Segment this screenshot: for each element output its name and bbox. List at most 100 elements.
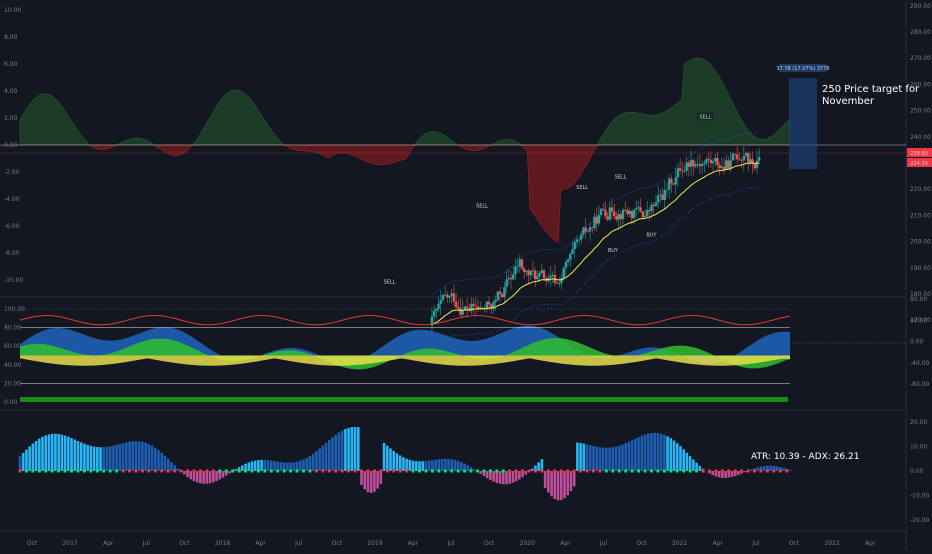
trend-dot xyxy=(250,470,253,473)
adx-bar xyxy=(679,446,682,471)
candle-body xyxy=(703,163,705,164)
adx-bar xyxy=(315,451,318,471)
time-axis-tick: 2021 xyxy=(672,540,687,547)
adx-bar xyxy=(206,471,209,484)
candle-body xyxy=(710,160,712,163)
adx-bar xyxy=(222,471,225,478)
time-axis-tick: Apr xyxy=(865,540,876,547)
adx-bar xyxy=(109,446,112,471)
candle-body xyxy=(593,217,595,228)
trend-dot xyxy=(341,470,344,473)
candle-body xyxy=(444,295,446,296)
candle-body xyxy=(738,159,740,160)
candle-body xyxy=(697,164,699,165)
signal-label: SELL xyxy=(576,185,588,191)
adx-bar xyxy=(615,447,618,471)
adx-bar xyxy=(177,469,180,471)
adx-bar xyxy=(563,471,566,498)
candle-body xyxy=(556,283,558,284)
left-axis-tick: 4.00 xyxy=(4,88,18,95)
adx-bar xyxy=(86,445,89,471)
adx-bar xyxy=(19,456,22,471)
adx-bar xyxy=(479,471,482,474)
adx-bar xyxy=(711,471,714,475)
trend-dot xyxy=(656,470,659,473)
adx-bar xyxy=(83,444,86,471)
adx-bar xyxy=(457,461,460,471)
adx-bar xyxy=(544,471,547,488)
candle-body xyxy=(595,217,597,224)
trend-dot xyxy=(89,470,92,473)
candle-body xyxy=(659,194,661,195)
trend-dot xyxy=(31,470,34,473)
trend-dot xyxy=(289,470,292,473)
adx-bar xyxy=(653,433,656,471)
candle-body xyxy=(569,254,571,260)
candle-body xyxy=(653,205,655,206)
adx-bar xyxy=(93,447,96,471)
trend-dot xyxy=(283,470,286,473)
adx-bar xyxy=(41,437,44,471)
adx-bar xyxy=(631,440,634,471)
trend-dot xyxy=(740,470,743,473)
left-axis-tick: -8.00 xyxy=(4,250,20,257)
price-target-annotation-line2: November xyxy=(822,96,875,107)
adx-bar xyxy=(737,471,740,475)
candle-body xyxy=(661,194,663,200)
candle-body xyxy=(725,160,727,169)
adx-bar xyxy=(508,471,511,484)
adx-bar xyxy=(183,471,186,474)
adx-bar xyxy=(450,459,453,471)
time-axis-tick: Apr xyxy=(408,540,419,547)
trend-dot xyxy=(611,470,614,473)
adx-bar xyxy=(618,446,621,471)
adx-bar xyxy=(447,459,450,471)
adx-bar xyxy=(73,439,76,471)
adx-bar xyxy=(415,461,418,471)
adx-bar xyxy=(264,460,267,471)
candle-body xyxy=(633,210,635,218)
adx-bar xyxy=(338,433,341,471)
candle-body xyxy=(705,159,707,163)
left-axis-tick: 0.00 xyxy=(4,142,18,149)
trend-dot xyxy=(682,470,685,473)
candle-body xyxy=(440,300,442,304)
adx-bar xyxy=(22,453,25,471)
adx-right-axis-tick: -20.00 xyxy=(910,517,930,524)
trend-dot xyxy=(605,470,608,473)
trend-dot xyxy=(19,470,22,473)
candle-body xyxy=(664,190,666,200)
left-axis-tick: -2.00 xyxy=(4,169,20,176)
trend-dot xyxy=(444,470,447,473)
trend-dot xyxy=(476,470,479,473)
adx-bar xyxy=(51,434,54,471)
adx-bar xyxy=(344,429,347,471)
adx-bar xyxy=(650,433,653,471)
time-axis-tick: Oct xyxy=(789,540,800,547)
candle-body xyxy=(538,273,540,276)
candle-body xyxy=(670,179,672,184)
right-axis-tick: 280.00 xyxy=(910,29,931,36)
adx-bar xyxy=(547,471,550,493)
osc-left-axis-tick: 0.00 xyxy=(4,399,18,406)
trend-dot xyxy=(334,470,337,473)
candle-body xyxy=(455,302,457,307)
time-axis-tick: Apr xyxy=(103,540,114,547)
trend-dot xyxy=(96,470,99,473)
adx-bar xyxy=(38,439,41,471)
adx-bar xyxy=(676,443,679,471)
adx-bar xyxy=(331,437,334,471)
adx-bar xyxy=(144,443,147,471)
trend-dot xyxy=(412,470,415,473)
adx-bar xyxy=(215,471,218,481)
trend-dot xyxy=(669,470,672,473)
trend-dot xyxy=(624,470,627,473)
adx-bar xyxy=(28,446,31,471)
adx-bar xyxy=(302,459,305,471)
target-measure-box[interactable] xyxy=(789,78,817,169)
trend-dot xyxy=(366,470,369,473)
candle-body xyxy=(565,262,567,268)
candle-body xyxy=(563,268,565,278)
osc-left-axis-tick: 40.00 xyxy=(4,362,21,369)
